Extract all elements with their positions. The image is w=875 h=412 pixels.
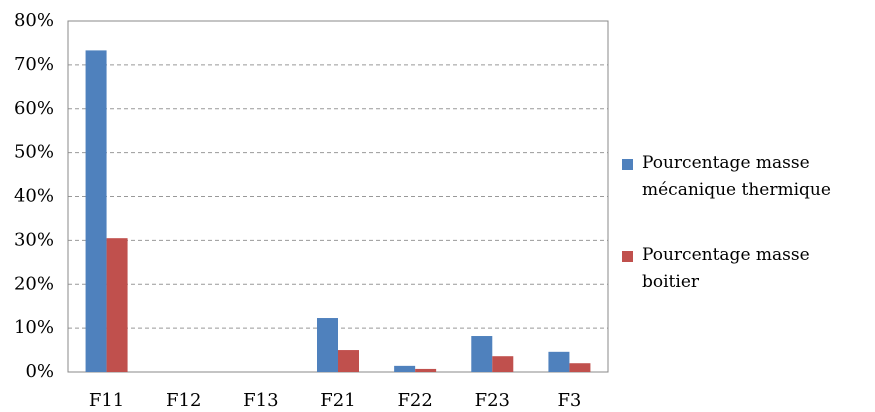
legend-swatch [622,251,633,262]
legend-item: Pourcentage masse mécanique thermique [622,150,872,204]
bar [415,368,437,372]
x-tick-label: F12 [166,390,201,411]
bar [106,238,128,372]
bar [569,363,591,372]
legend-swatch [622,159,633,170]
bar [471,336,493,372]
y-tick-label: 50% [14,142,54,163]
bar [317,318,338,372]
bar [338,350,359,372]
x-tick-label: F13 [243,390,278,411]
y-tick-label: 80% [14,10,54,31]
y-tick-label: 60% [14,98,54,119]
x-tick-label: F21 [320,390,355,411]
bar [85,50,107,373]
bar [548,351,570,372]
y-tick-label: 30% [14,229,54,250]
bar [492,356,514,372]
y-tick-label: 0% [25,361,54,382]
y-tick-label: 20% [14,273,54,294]
x-tick-label: F3 [557,390,581,411]
legend-label: Pourcentage masse mécanique thermique [642,153,831,200]
bar [394,365,416,372]
y-tick-label: 40% [14,186,54,207]
x-tick-label: F22 [397,390,432,411]
legend-label: Pourcentage masse boitier [642,245,810,292]
x-tick-label: F23 [475,390,510,411]
x-tick-label: F11 [89,390,124,411]
legend: Pourcentage masse mécanique thermique Pou… [622,150,872,334]
legend-item: Pourcentage masse boitier [622,242,872,296]
y-tick-label: 70% [14,54,54,75]
y-tick-label: 10% [14,317,54,338]
